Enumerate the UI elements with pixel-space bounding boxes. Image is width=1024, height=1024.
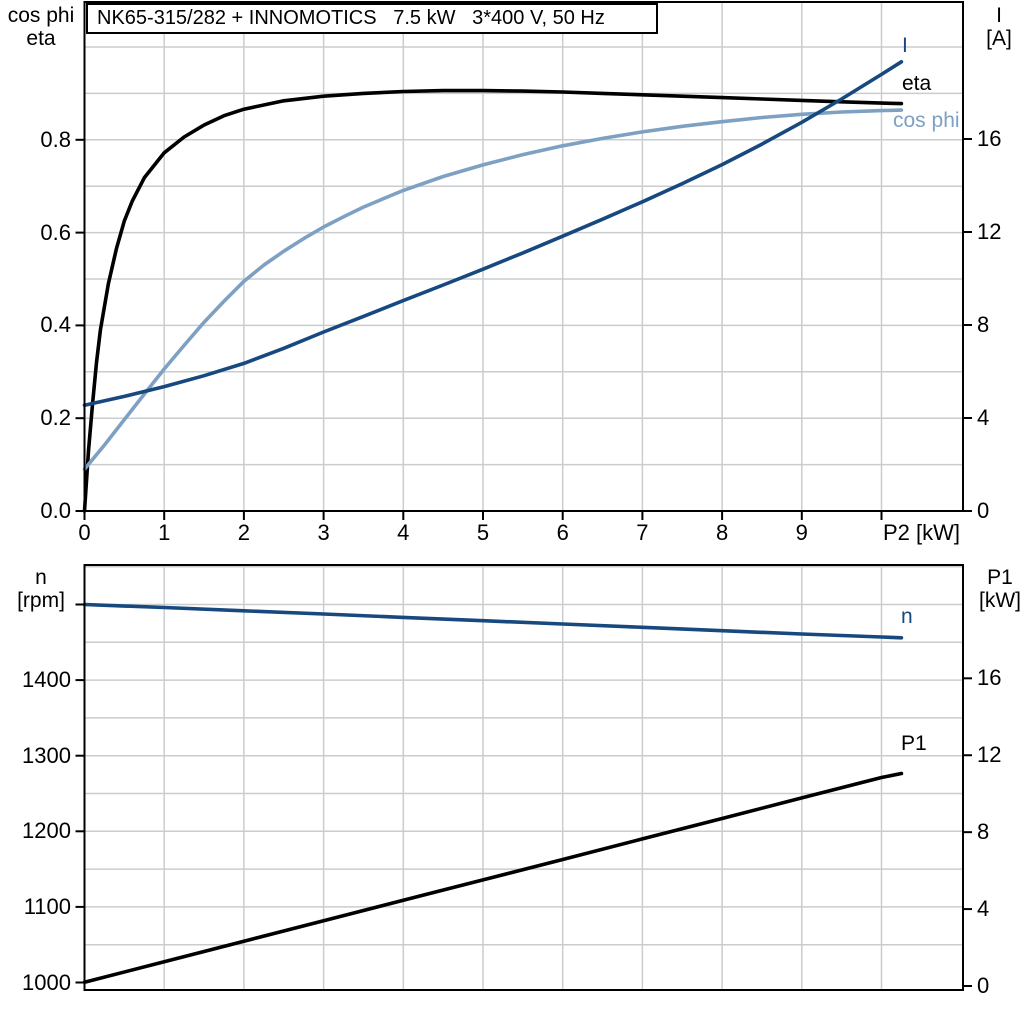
- curve-cos_phi: [82, 108, 904, 472]
- curve-label-eta: eta: [902, 72, 932, 95]
- p1-axis-symbol: P1: [987, 566, 1013, 589]
- x-tick-label: 0: [78, 520, 91, 545]
- y-left-tick-label: 0.0: [40, 498, 71, 523]
- y-left-tick-label: 1200: [22, 818, 71, 844]
- chart-title-box: NK65-315/282 + INNOMOTICS 7.5 kW 3*400 V…: [86, 3, 658, 34]
- chart-title: NK65-315/282 + INNOMOTICS 7.5 kW 3*400 V…: [97, 7, 605, 29]
- y-right-tick-label: 16: [977, 126, 1002, 151]
- y-right-tick-label: 12: [977, 742, 1002, 768]
- x-tick-label: 3: [317, 520, 330, 545]
- y-left-tick-label: 1100: [23, 893, 71, 919]
- y-right-tick-label: 0: [977, 498, 990, 523]
- curve-label-speed: n: [901, 605, 913, 628]
- p1-axis-unit: [kW]: [979, 589, 1021, 612]
- speed-axis-unit: [rpm]: [17, 589, 65, 612]
- y-left-tick-label: 0.2: [40, 405, 71, 431]
- top-left-axis-header: cos phi eta: [2, 4, 80, 50]
- x-tick-label: 1: [158, 520, 171, 545]
- bottom-plot-frame: [83, 564, 964, 991]
- current-axis-unit: [A]: [986, 27, 1012, 50]
- current-axis-header: I [A]: [975, 4, 1023, 50]
- y-right-tick-label: 8: [977, 312, 990, 337]
- y-right-tick-label: 0: [977, 973, 990, 998]
- top-plot-frame: [83, 1, 964, 512]
- current-axis-symbol: I: [996, 4, 1002, 27]
- y-left-tick-label: 0.4: [40, 312, 71, 338]
- y-right-tick-label: 8: [977, 819, 990, 845]
- curve-P1: [82, 771, 904, 985]
- curve-label-p1: P1: [901, 732, 927, 755]
- y-right-tick-label: 16: [977, 665, 1002, 691]
- eta-axis-label: eta: [26, 27, 56, 50]
- y-right-tick-label: 4: [977, 896, 990, 922]
- x-tick-label: 5: [476, 520, 490, 545]
- curve-n: [82, 602, 904, 640]
- x-tick-label: 6: [556, 520, 569, 545]
- x-tick-label: 9: [795, 520, 808, 545]
- y-left-tick-label: 1400: [22, 667, 71, 693]
- speed-axis-header: n [rpm]: [2, 566, 80, 612]
- y-left-tick-label: 0.6: [40, 219, 71, 245]
- y-right-tick-label: 12: [977, 219, 1002, 244]
- curve-eta: [82, 88, 904, 513]
- x-tick-label: 4: [397, 520, 410, 545]
- x-axis-label: P2 [kW]: [883, 520, 961, 545]
- y-left-tick-label: 0.8: [40, 126, 71, 152]
- x-tick-label: 2: [237, 520, 251, 545]
- y-right-tick-label: 4: [977, 405, 990, 430]
- y-left-tick-label: 1300: [22, 742, 71, 768]
- speed-axis-symbol: n: [35, 566, 47, 589]
- curve-label-current: I: [902, 34, 908, 57]
- curve-I: [82, 59, 904, 408]
- cos-phi-axis-label: cos phi: [7, 4, 75, 27]
- x-tick-label: 8: [715, 520, 729, 545]
- y-left-tick-label: 1000: [22, 969, 71, 995]
- x-tick-label: 7: [636, 520, 649, 545]
- curve-label-cos-phi: cos phi: [893, 109, 960, 132]
- p1-axis-header: P1 [kW]: [975, 566, 1024, 612]
